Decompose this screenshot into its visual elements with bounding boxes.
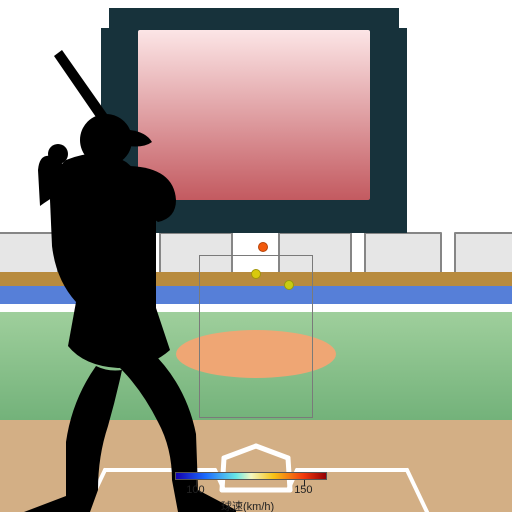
speed-colorbar-title: 球速(km/h) — [221, 498, 274, 512]
pitch-marker — [251, 269, 261, 279]
colorbar-tick-label: 100 — [186, 484, 204, 496]
colorbar-tick-label: 150 — [294, 484, 312, 496]
speed-colorbar — [175, 472, 327, 480]
pitch-location-chart: 100 150 球速(km/h) — [0, 0, 512, 512]
batter-silhouette — [0, 50, 236, 512]
pitch-marker — [258, 242, 268, 252]
pitch-marker — [284, 280, 294, 290]
